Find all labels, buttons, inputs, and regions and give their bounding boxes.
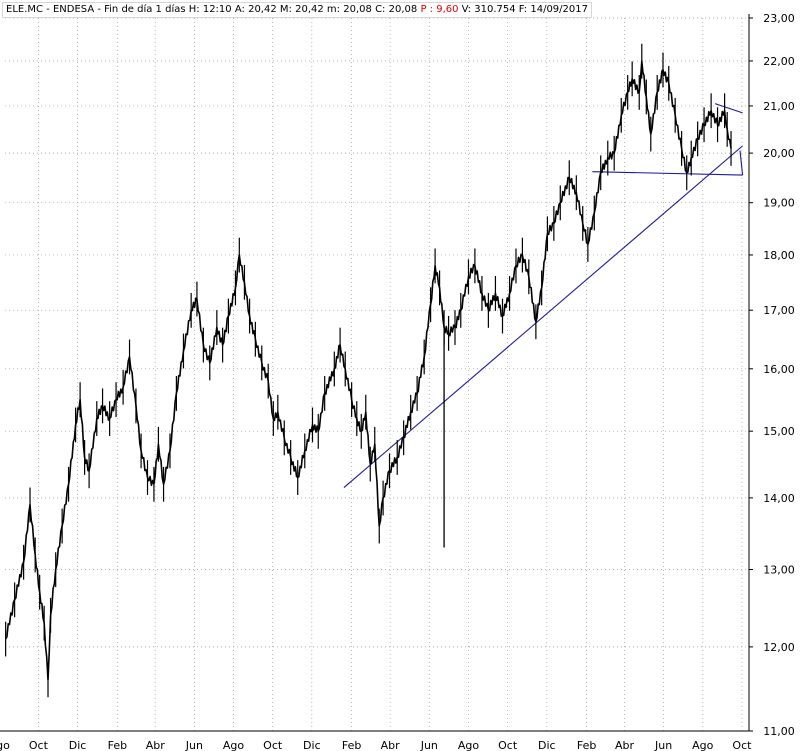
x-tick-label: Dic [69, 739, 87, 751]
x-tick-label: Abr [146, 739, 166, 751]
y-tick-label: 17,00 [763, 304, 795, 317]
x-tick-label: Oct [732, 739, 752, 751]
y-tick-label: 14,00 [763, 492, 795, 505]
x-tick-label: Feb [577, 739, 596, 751]
trendline[interactable] [592, 171, 743, 176]
x-tick-label: Jun [420, 739, 438, 751]
close-value: 20,08 [388, 4, 418, 15]
y-tick-label: 19,00 [763, 197, 795, 210]
trendlines [343, 103, 744, 488]
y-tick-label: 18,00 [763, 249, 795, 262]
high-value: 12:10 [202, 4, 232, 15]
x-tick-label: Dic [303, 739, 321, 751]
x-tick-label: Feb [108, 739, 127, 751]
ask-value: 20,42 [248, 4, 277, 15]
mid-value: 20,42 [295, 4, 324, 15]
trendline[interactable] [739, 150, 744, 176]
period-label: Fin de día 1 días [104, 4, 186, 15]
x-tick-label: Abr [381, 739, 401, 751]
chart-header: ELE.MC - ENDESA - Fin de día 1 días H: 1… [2, 2, 592, 18]
trendline[interactable] [343, 145, 743, 488]
volume-value: 310.754 [474, 4, 516, 15]
y-tick-label: 16,00 [763, 363, 795, 376]
y-tick-label: 23,00 [763, 12, 795, 25]
y-tick-label: 20,00 [763, 147, 795, 160]
trendline[interactable] [714, 103, 743, 114]
y-tick-label: 12,00 [763, 641, 795, 654]
x-tick-label: Ago [458, 739, 480, 751]
x-tick-label: Ago [223, 739, 245, 751]
x-tick-label: Jun [654, 739, 672, 751]
y-tick-label: 15,00 [763, 425, 795, 438]
y-tick-label: 21,00 [763, 100, 795, 113]
price-series [4, 43, 732, 698]
series-line [4, 60, 732, 681]
x-axis-ticks: Ago Oct Dic Feb Abr Jun Ago Oct Dic Feb Abr Jun Ago O… [0, 730, 752, 751]
p-value: 9,60 [436, 4, 459, 15]
x-tick-label: Abr [615, 739, 635, 751]
x-tick-label: Oct [498, 739, 518, 751]
x-tick-label: Oct [263, 739, 283, 751]
min-value: 20,08 [343, 4, 372, 15]
y-tick-label: 13,00 [763, 564, 795, 577]
x-tick-label: Ago [692, 739, 714, 751]
x-tick-label: Ago [0, 739, 10, 751]
chart-grid [5, 17, 749, 732]
y-axis-ticks: 11,00 12,00 13,00 14,00 15,00 16,00 17,00 18,00… [748, 12, 795, 738]
x-tick-label: Feb [342, 739, 361, 751]
date-value: 14/09/2017 [530, 4, 588, 15]
x-tick-label: Dic [538, 739, 556, 751]
x-tick-label: Oct [29, 739, 49, 751]
symbol-label: ELE.MC - ENDESA [6, 4, 95, 15]
x-tick-label: Jun [185, 739, 203, 751]
y-tick-label: 11,00 [763, 725, 795, 738]
y-tick-label: 22,00 [763, 55, 795, 68]
